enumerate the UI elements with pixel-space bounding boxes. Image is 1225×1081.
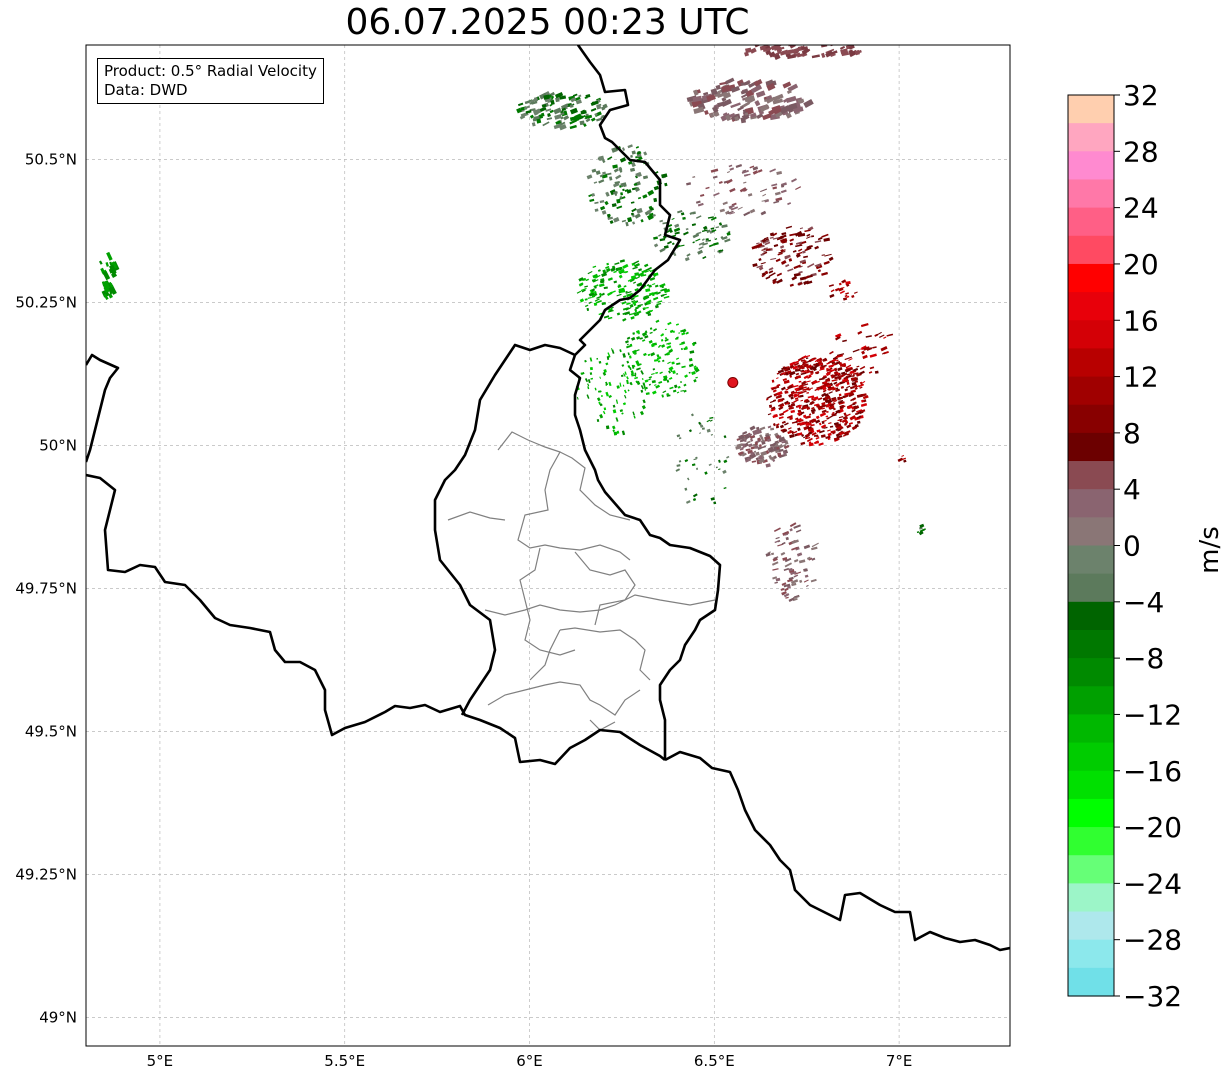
colorbar-segment	[1068, 658, 1114, 687]
colorbar-tick-label: 0	[1123, 530, 1141, 563]
y-axis-ticks: 50.5°N 50.25°N 50°N 49.75°N 49.5°N 49.25°N 49°…	[15, 150, 77, 1026]
colorbar-ticks: 32 28 24 20 16 12 8 4 0 −4 −8 −12 −16 −20 −24 −28 −32	[1114, 79, 1182, 1013]
colorbar-tick-label: 16	[1123, 304, 1159, 337]
colorbar-unit-label: m/s	[1195, 526, 1225, 574]
colorbar-tick-label: 32	[1123, 79, 1159, 112]
colorbar-segment	[1068, 714, 1114, 744]
colorbar-segment	[1068, 967, 1114, 997]
colorbar-segment	[1068, 489, 1114, 518]
colorbar-segment	[1068, 348, 1114, 378]
colorbar-segment	[1068, 123, 1114, 152]
colorbar-segment	[1068, 601, 1114, 631]
colorbar-segment	[1068, 263, 1114, 293]
y-tick-label: 50.25°N	[15, 293, 77, 311]
colorbar-segment	[1068, 686, 1114, 716]
colorbar-tick-label: 4	[1123, 473, 1141, 506]
colorbar-segment	[1068, 404, 1114, 434]
data-source-label: Data: DWD	[104, 81, 188, 99]
district-boundaries	[447, 431, 716, 731]
colorbar-segment	[1068, 939, 1114, 969]
x-tick-label: 7°E	[886, 1052, 913, 1070]
y-tick-label: 49.5°N	[25, 722, 77, 740]
colorbar-segment	[1068, 855, 1114, 884]
colorbar-tick-label: 24	[1123, 192, 1159, 225]
colorbar-tick-label: −32	[1123, 980, 1182, 1013]
x-tick-label: 6°E	[516, 1052, 543, 1070]
colorbar	[1067, 94, 1115, 997]
colorbar-tick-label: −28	[1123, 924, 1182, 957]
colorbar-tick-label: 20	[1123, 248, 1159, 281]
map-gridlines	[86, 45, 1010, 1046]
colorbar-segment	[1068, 883, 1114, 913]
colorbar-segment	[1068, 292, 1114, 321]
colorbar-segment	[1068, 461, 1114, 490]
colorbar-segment	[1068, 798, 1114, 828]
product-label: Product: 0.5° Radial Velocity	[104, 62, 317, 80]
y-tick-label: 49.75°N	[15, 579, 77, 597]
x-tick-label: 5.5°E	[324, 1052, 365, 1070]
x-axis-ticks: 5°E 5.5°E 6°E 6.5°E 7°E	[147, 1052, 913, 1070]
colorbar-segment	[1068, 742, 1114, 772]
colorbar-tick-label: 8	[1123, 417, 1141, 450]
colorbar-segment	[1068, 320, 1114, 350]
colorbar-tick-label: 12	[1123, 361, 1159, 394]
colorbar-segment	[1068, 151, 1114, 181]
x-tick-label: 5°E	[147, 1052, 174, 1070]
colorbar-segment	[1068, 573, 1114, 603]
colorbar-segment	[1068, 207, 1114, 237]
radar-echoes	[98, 45, 926, 602]
colorbar-segment	[1068, 545, 1114, 575]
colorbar-segment	[1068, 827, 1114, 856]
colorbar-tick-label: −20	[1123, 811, 1182, 844]
colorbar-segment	[1068, 911, 1114, 941]
colorbar-segment	[1068, 432, 1114, 462]
x-tick-label: 6.5°E	[694, 1052, 735, 1070]
chart-title: 06.07.2025 00:23 UTC	[345, 2, 750, 43]
colorbar-segment	[1068, 235, 1114, 265]
colorbar-segment	[1068, 770, 1114, 800]
colorbar-tick-label: −8	[1123, 642, 1164, 675]
plot-frame	[85, 44, 1011, 1047]
colorbar-segment	[1068, 95, 1114, 124]
colorbar-segment	[1068, 376, 1114, 406]
colorbar-tick-label: −16	[1123, 755, 1182, 788]
colorbar-segment	[1068, 629, 1114, 659]
y-tick-label: 50°N	[39, 436, 77, 454]
y-tick-label: 49°N	[39, 1008, 77, 1026]
radar-site-marker	[727, 376, 739, 388]
colorbar-segment	[1068, 179, 1114, 209]
colorbar-tick-label: 28	[1123, 135, 1159, 168]
colorbar-segment	[1068, 517, 1114, 547]
y-tick-label: 50.5°N	[25, 150, 77, 168]
colorbar-tick-label: −4	[1123, 586, 1164, 619]
colorbar-tick-label: −12	[1123, 698, 1182, 731]
y-tick-label: 49.25°N	[15, 865, 77, 883]
national-borders	[86, 45, 1010, 952]
product-info-box: Product: 0.5° Radial Velocity Data: DWD	[97, 58, 324, 104]
colorbar-tick-label: −24	[1123, 867, 1182, 900]
